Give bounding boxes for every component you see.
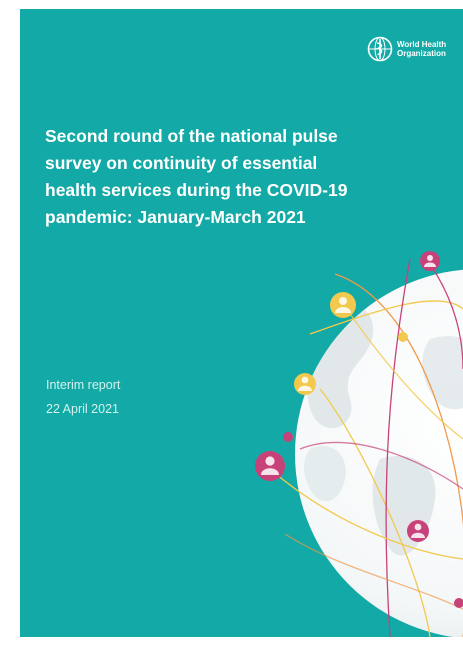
person-silhouettes <box>261 255 436 538</box>
title-line: survey on continuity of essential <box>45 153 318 173</box>
person-node <box>255 451 285 481</box>
report-type: Interim report <box>46 378 121 392</box>
person-node <box>407 520 429 542</box>
title-line: health services during the COVID-19 <box>45 180 348 200</box>
network-arcs <box>269 258 463 637</box>
publication-date: 22 April 2021 <box>46 402 119 416</box>
network-dot <box>283 432 293 442</box>
report-meta: Interim report 22 April 2021 <box>46 373 120 421</box>
who-logo: World Health Organization <box>367 35 459 63</box>
network-dot <box>398 332 408 342</box>
network-dot <box>454 598 463 608</box>
title-line: Second round of the national pulse <box>45 126 338 146</box>
report-cover: World Health Organization Second round o… <box>20 9 463 637</box>
organization-name: World Health Organization <box>397 40 447 58</box>
title-line: pandemic: January-March 2021 <box>45 207 306 227</box>
globe-network-illustration <box>255 251 463 637</box>
report-title: Second round of the national pulse surve… <box>45 123 425 231</box>
who-emblem-icon <box>367 36 393 62</box>
person-node <box>294 373 316 395</box>
